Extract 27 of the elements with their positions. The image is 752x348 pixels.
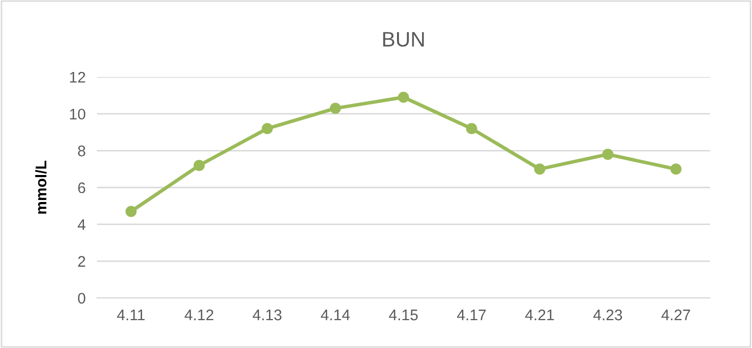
x-tick-label: 4.13 xyxy=(252,310,282,320)
x-tick-label: 4.15 xyxy=(388,310,418,320)
y-tick-label: 12 xyxy=(70,72,86,83)
point xyxy=(330,102,341,114)
y-axis-title: mmol/L xyxy=(35,160,47,214)
x-tick-label: 4.12 xyxy=(184,310,214,320)
point xyxy=(126,206,137,217)
y-tick-label: 0 xyxy=(78,292,86,304)
y-tick-label: 6 xyxy=(78,182,86,194)
x-tick-label: 4.23 xyxy=(593,310,622,320)
point xyxy=(194,160,205,171)
point xyxy=(534,164,546,175)
point xyxy=(670,164,682,175)
point xyxy=(398,92,410,103)
point xyxy=(466,123,478,134)
y-tick-label: 2 xyxy=(78,256,86,267)
x-tick-label: 4.11 xyxy=(117,310,145,320)
x-tick-label: 4.27 xyxy=(661,310,690,320)
point xyxy=(262,123,273,134)
x-tick-label: 4.21 xyxy=(525,310,554,320)
y-tick-label: 10 xyxy=(70,108,86,120)
x-tick-label: 4.17 xyxy=(457,310,486,320)
y-tick-label: 8 xyxy=(78,146,86,156)
y-tick-label: 4 xyxy=(78,219,86,230)
x-tick-label: 4.14 xyxy=(320,310,350,320)
point xyxy=(602,148,614,160)
chart-title: BUN xyxy=(383,32,424,47)
